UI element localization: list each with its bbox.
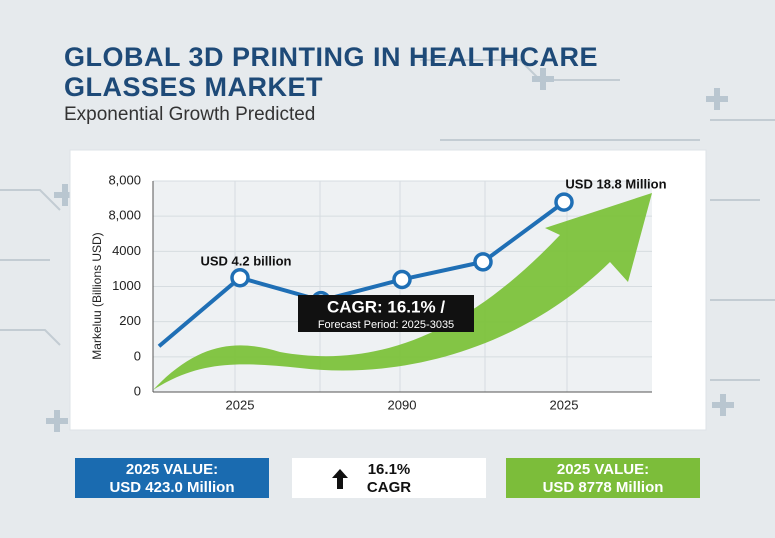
subtitle: Exponential Growth Predicted [64,104,316,125]
stat-card: 2025 VALUE: USD 8778 Million [506,458,700,498]
callout-box [298,295,474,332]
marker [230,267,250,288]
card-value: USD 8778 Million [542,479,664,496]
marker [392,269,412,290]
up-arrow-icon [332,469,348,489]
stat-card: 16.1% CAGR [292,458,486,498]
annotation: USD 18.8 Million [565,176,666,191]
marker [554,192,574,212]
y-tick-label: 0 [134,383,141,398]
line [157,200,566,348]
annotation: USD 4.2 billion [200,253,291,268]
card-value: 16.1% [367,461,411,478]
x-tick-label: 2025 [550,397,579,412]
y-tick-label: 0 [134,348,141,363]
card-label: 2025 VALUE: [556,461,650,478]
card-value: USD 423.0 Million [109,479,235,496]
y-tick-label: 200 [119,313,141,328]
y-tick-label: 8,000 [108,208,141,223]
y-tick-label: 8,000 [108,172,141,187]
x-tick-label: 2090 [388,397,417,412]
y-axis-label: Markeluu (Billions USD) [90,232,104,359]
stat-card: 2025 VALUE: USD 423.0 Million [75,458,269,498]
card-label: CAGR [366,479,412,496]
callout-subtitle: Forecast Period: 2025-3035 [318,319,454,331]
card-label: 2025 VALUE: [125,461,219,478]
growth-arrow [153,193,652,390]
y-tick-label: 4000 [112,243,141,258]
title: GLOBAL 3D PRINTING IN HEALTHCARE GLASSES… [64,42,599,102]
marker [473,252,493,272]
y-tick-label: 1000 [112,278,141,293]
callout-title: CAGR: 16.1% / [327,297,445,316]
x-tick-label: 2025 [226,397,255,412]
